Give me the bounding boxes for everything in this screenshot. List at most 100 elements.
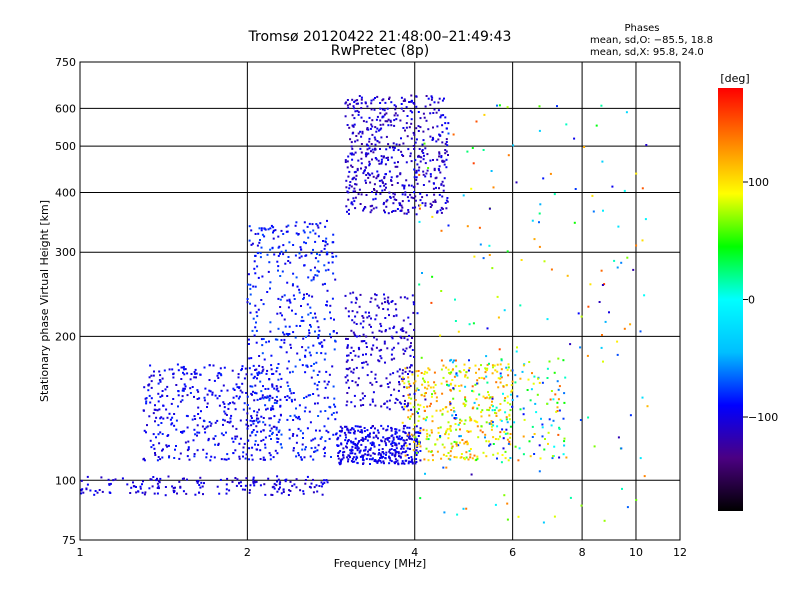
- data-point: [461, 439, 464, 441]
- data-point: [204, 431, 207, 434]
- data-point: [307, 313, 310, 316]
- data-point: [449, 454, 452, 457]
- data-point: [378, 444, 381, 447]
- data-point: [300, 319, 303, 322]
- data-point: [162, 448, 164, 451]
- data-point: [477, 436, 480, 439]
- data-point: [346, 440, 349, 443]
- data-point: [369, 454, 372, 457]
- data-point: [89, 489, 92, 492]
- data-point: [287, 334, 290, 336]
- data-point: [346, 104, 349, 107]
- data-point: [209, 390, 212, 393]
- data-point: [181, 431, 184, 434]
- data-point: [250, 229, 253, 232]
- data-point: [302, 492, 305, 495]
- data-point: [635, 244, 638, 247]
- data-point: [344, 439, 347, 442]
- data-point: [93, 493, 96, 496]
- data-point: [425, 119, 428, 122]
- data-point: [320, 352, 323, 355]
- data-point: [250, 243, 253, 246]
- data-point: [258, 408, 260, 411]
- data-point: [457, 423, 460, 426]
- data-point: [394, 458, 397, 461]
- data-point: [472, 390, 475, 393]
- data-point: [108, 483, 111, 486]
- data-point: [142, 480, 144, 483]
- data-point: [350, 370, 353, 373]
- data-point: [370, 209, 373, 212]
- data-point: [380, 461, 383, 464]
- data-point: [393, 198, 396, 201]
- data-point: [292, 244, 295, 246]
- data-point: [177, 405, 179, 408]
- data-point: [403, 403, 406, 405]
- data-point: [300, 248, 303, 251]
- data-point: [374, 427, 376, 430]
- data-point: [538, 381, 541, 384]
- data-point: [532, 382, 535, 385]
- data-point: [360, 162, 363, 165]
- data-point: [230, 414, 233, 417]
- data-point: [507, 154, 510, 157]
- data-point: [154, 420, 156, 423]
- data-point: [449, 388, 452, 391]
- data-point: [402, 430, 405, 433]
- data-point: [294, 312, 297, 315]
- data-point: [143, 493, 146, 496]
- data-point: [635, 172, 638, 175]
- data-point: [375, 346, 378, 349]
- data-point: [287, 256, 290, 258]
- data-point: [302, 490, 305, 493]
- data-point: [382, 203, 385, 206]
- data-point: [158, 442, 161, 445]
- data-point: [203, 482, 205, 485]
- data-point: [359, 147, 362, 150]
- data-point: [436, 210, 439, 213]
- data-point: [269, 321, 272, 324]
- data-point: [540, 417, 542, 420]
- data-point: [587, 416, 590, 419]
- data-point: [420, 394, 423, 397]
- data-point: [505, 416, 508, 419]
- data-point: [383, 209, 385, 212]
- data-point: [464, 441, 467, 444]
- data-point: [405, 161, 408, 164]
- data-point: [250, 392, 253, 395]
- data-point: [406, 454, 409, 456]
- data-point: [248, 357, 251, 360]
- data-point: [318, 485, 321, 487]
- data-point: [368, 311, 370, 314]
- data-point: [468, 367, 471, 369]
- data-point: [372, 442, 375, 445]
- data-point: [237, 376, 240, 379]
- data-point: [465, 400, 468, 403]
- data-point: [509, 436, 512, 439]
- data-point: [320, 485, 323, 488]
- data-point: [266, 369, 269, 372]
- data-point: [350, 441, 353, 444]
- data-point: [254, 369, 257, 371]
- data-point: [362, 353, 364, 356]
- data-point: [495, 381, 498, 384]
- data-point: [335, 332, 338, 335]
- data-point: [337, 452, 340, 455]
- data-point: [184, 368, 187, 371]
- data-point: [272, 456, 275, 459]
- data-point: [234, 435, 237, 438]
- data-point: [411, 294, 414, 297]
- data-point: [236, 386, 239, 389]
- data-point: [620, 261, 623, 264]
- data-point: [632, 268, 635, 271]
- data-point: [488, 362, 490, 365]
- data-point: [201, 485, 204, 488]
- data-point: [344, 115, 347, 118]
- data-point: [447, 421, 450, 424]
- data-point: [498, 348, 501, 351]
- data-point: [497, 438, 500, 441]
- data-point: [80, 479, 83, 482]
- data-point: [375, 435, 378, 438]
- data-point: [374, 97, 376, 99]
- data-point: [180, 366, 183, 369]
